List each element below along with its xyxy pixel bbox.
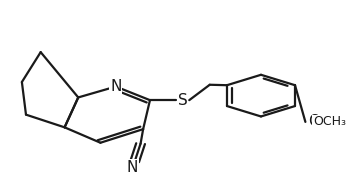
Text: N: N (127, 160, 138, 175)
Text: S: S (177, 93, 187, 108)
Text: OCH₃: OCH₃ (313, 115, 346, 128)
Text: O: O (308, 114, 320, 129)
Text: N: N (110, 79, 121, 94)
